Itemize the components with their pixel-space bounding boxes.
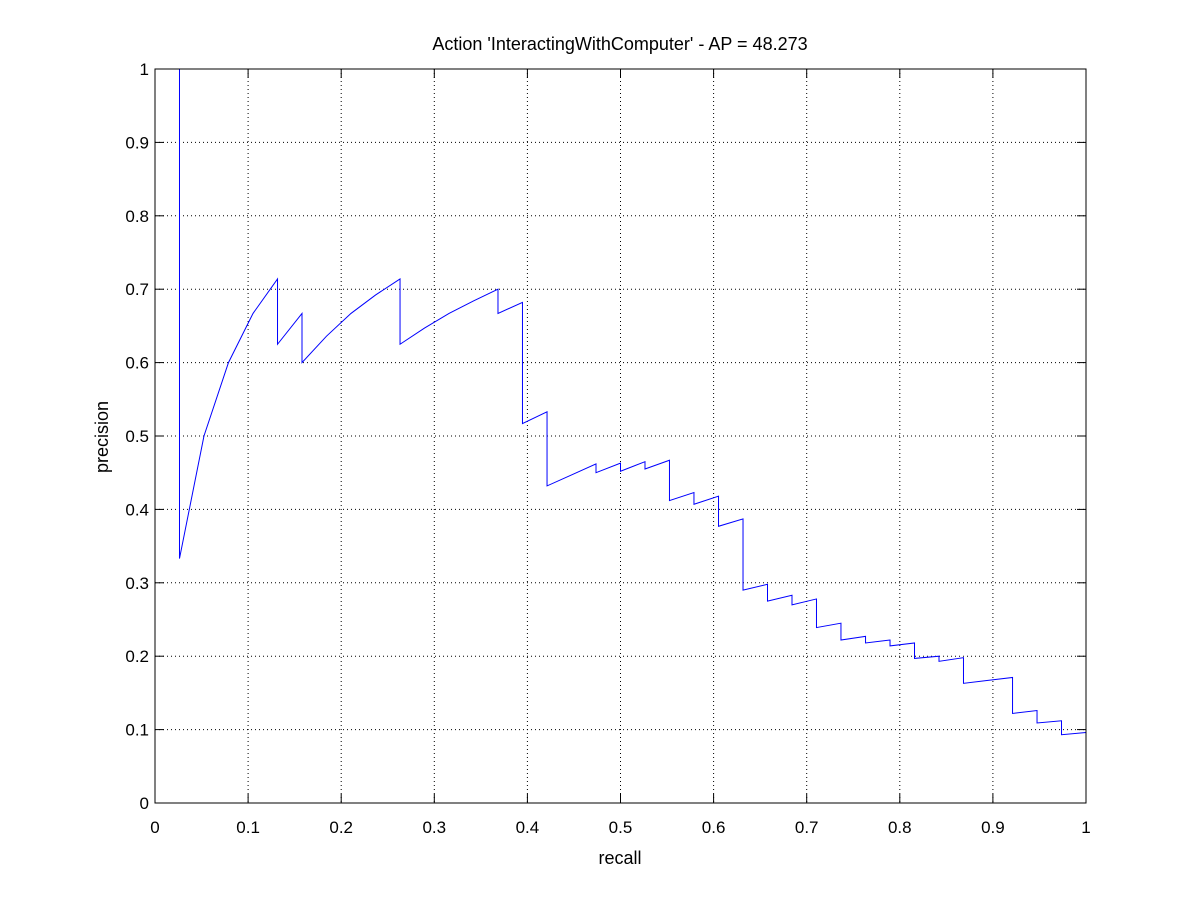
x-tick-label: 0 [150,818,159,837]
y-tick-labels: 0 0.1 0.2 0.3 0.4 0.5 0.6 0.7 0.8 0.9 1 [125,60,149,813]
x-tick-label: 0.3 [422,818,446,837]
x-tick-label: 0.9 [981,818,1005,837]
x-tick-label: 0.5 [609,818,633,837]
y-tick-label: 0.9 [125,133,149,152]
series-layer [178,69,1087,736]
x-tick-label: 0.1 [236,818,260,837]
y-tick-label: 0.8 [125,207,149,226]
y-axis-label: precision [92,401,112,473]
y-tick-label: 0.3 [125,574,149,593]
y-tick-label: 0.1 [125,721,149,740]
plot-area [155,69,1086,803]
axis-ticks [154,68,1087,804]
y-tick-label: 0.6 [125,354,149,373]
y-tick-label: 0.7 [125,280,149,299]
chart-title: Action 'InteractingWithComputer' - AP = … [432,34,807,54]
x-tick-label: 0.6 [702,818,726,837]
x-tick-label: 0.4 [516,818,540,837]
precision-recall-line [178,69,1087,736]
y-tick-label: 0.4 [125,500,149,519]
x-tick-label: 1 [1081,818,1090,837]
y-tick-label: 0 [140,794,149,813]
x-tick-label: 0.2 [329,818,353,837]
x-axis-label: recall [598,848,641,868]
x-tick-label: 0.8 [888,818,912,837]
y-tick-label: 0.5 [125,427,149,446]
x-tick-label: 0.7 [795,818,819,837]
x-tick-labels: 0 0.1 0.2 0.3 0.4 0.5 0.6 0.7 0.8 0.9 1 [150,818,1090,837]
y-tick-label: 0.2 [125,647,149,666]
y-tick-label: 1 [140,60,149,79]
